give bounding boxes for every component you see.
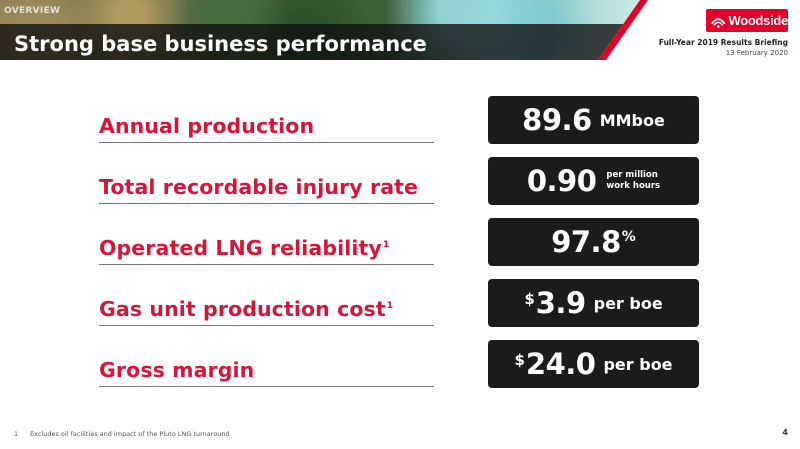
metric-unit: per boe — [603, 354, 673, 374]
metric-label-lng-reliability: Operated LNG reliability1 — [99, 236, 434, 262]
metric-divider — [99, 203, 434, 204]
metric-unit: per boe — [593, 293, 663, 313]
header-banner: OVERVIEW Strong base business performanc… — [0, 0, 640, 60]
footnote-text: Excludes oil facilities and impact of th… — [30, 430, 230, 438]
metric-label-text: Operated LNG reliability — [99, 236, 382, 260]
briefing-date: 13 February 2020 — [725, 49, 788, 57]
woodside-logo-icon — [711, 17, 726, 28]
metric-value: 89.6 — [522, 103, 592, 137]
metric-label-text: Gross margin — [99, 358, 255, 382]
metric-divider — [99, 264, 434, 265]
metric-box-injury-rate: 0.90 per million work hours — [488, 157, 699, 205]
woodside-logo: Woodside — [706, 9, 788, 32]
metric-box-annual-production: 89.6 MMboe — [488, 96, 699, 144]
metric-prefix: $ — [514, 351, 525, 369]
metric-value: 97.8 — [551, 225, 621, 259]
metric-divider — [99, 142, 434, 143]
briefing-title: Full-Year 2019 Results Briefing — [658, 38, 788, 47]
footnote-ref: 1 — [382, 240, 390, 251]
metric-label-injury-rate: Total recordable injury rate — [99, 175, 434, 201]
footnote-ref: 1 — [386, 301, 394, 312]
page-title: Strong base business performance — [14, 32, 427, 56]
footnote: 1 Excludes oil facilities and impact of t… — [14, 430, 230, 438]
metric-unit: per million work hours — [606, 170, 660, 192]
metric-divider — [99, 386, 434, 387]
metric-box-gross-margin: $24.0 per boe — [488, 340, 699, 388]
metric-suffix: % — [621, 229, 636, 245]
page-number: 4 — [782, 428, 788, 437]
metric-box-lng-reliability: 97.8% — [488, 218, 699, 266]
metric-label-gas-unit-cost: Gas unit production cost1 — [99, 297, 434, 323]
metric-prefix: $ — [524, 290, 535, 308]
banner-title-bar — [0, 24, 640, 60]
footnote-number: 1 — [14, 430, 19, 438]
metric-label-gross-margin: Gross margin — [99, 358, 434, 384]
metric-divider — [99, 325, 434, 326]
metric-unit-line: per million — [606, 170, 658, 180]
metric-value: 0.90 — [526, 164, 597, 198]
metric-label-annual-production: Annual production — [99, 114, 434, 140]
metric-label-text: Annual production — [99, 114, 315, 138]
section-tag: OVERVIEW — [4, 6, 61, 16]
metric-unit-line: work hours — [606, 181, 661, 191]
metric-value: 3.9 — [535, 286, 586, 320]
metric-unit: MMboe — [599, 110, 665, 130]
metric-label-text: Gas unit production cost — [99, 297, 386, 321]
metric-value: 24.0 — [525, 347, 596, 381]
metric-label-text: Total recordable injury rate — [99, 175, 419, 199]
metric-box-gas-unit-cost: $3.9 per boe — [488, 279, 699, 327]
logo-text: Woodside — [728, 13, 789, 28]
